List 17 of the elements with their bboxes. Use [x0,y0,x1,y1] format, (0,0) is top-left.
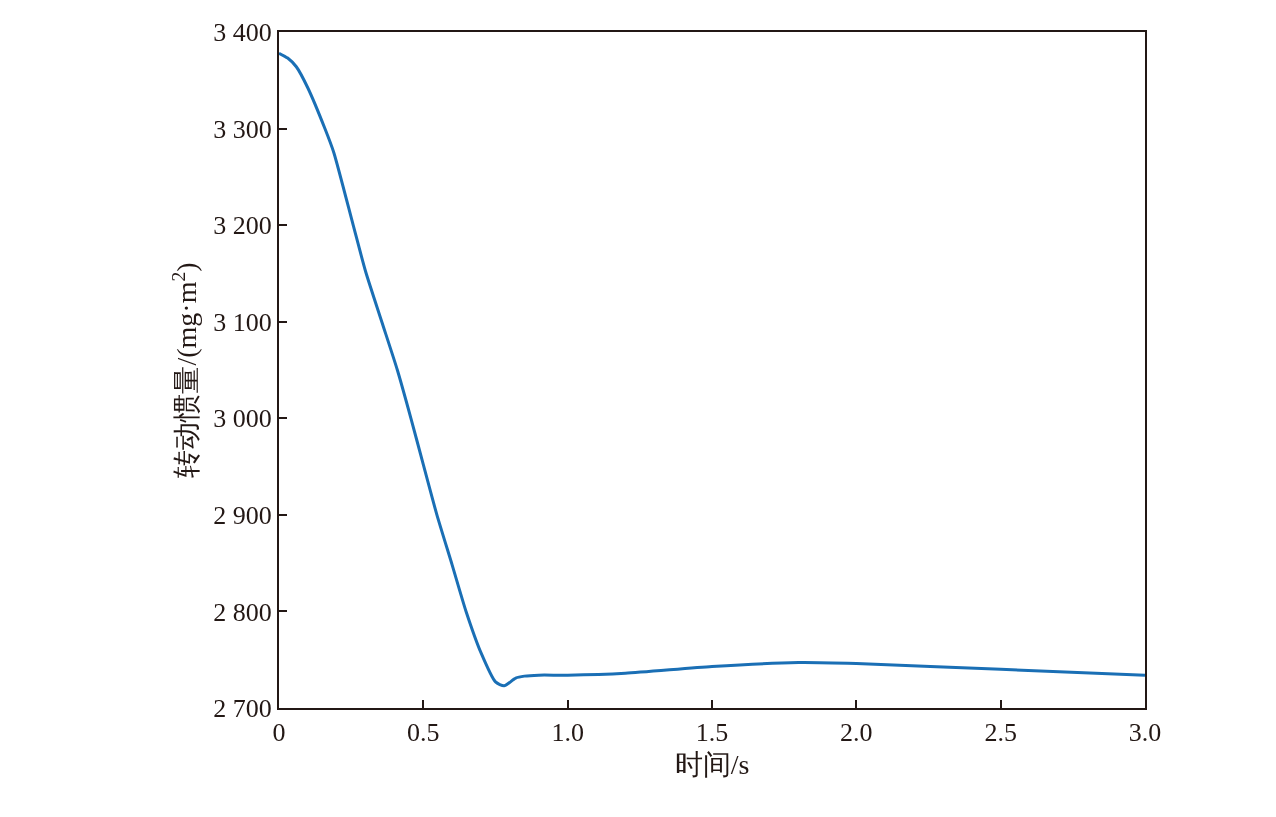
x-tick-label: 3.0 [1128,718,1162,748]
y-tick-label: 3 000 [213,404,272,434]
x-tick-label: 2.0 [840,718,873,748]
y-tick-label: 3 300 [213,114,272,144]
x-tick-label: 0.5 [407,718,440,748]
x-tick-label: 0 [272,718,286,748]
y-tick-label: 2 700 [213,694,272,724]
x-tick-label: 1.0 [551,718,584,748]
x-tick-label: 2.5 [984,718,1017,748]
y-tick-label: 2 800 [213,597,272,627]
x-tick-label: 1.5 [695,718,729,748]
y-tick-label: 3 200 [213,211,272,241]
y-tick-label: 3 100 [213,307,272,337]
y-tick-label: 3 400 [213,18,272,48]
x-axis-title: 时间/s [674,748,750,780]
y-tick-label: 2 900 [213,500,272,530]
line-series [279,51,1145,688]
